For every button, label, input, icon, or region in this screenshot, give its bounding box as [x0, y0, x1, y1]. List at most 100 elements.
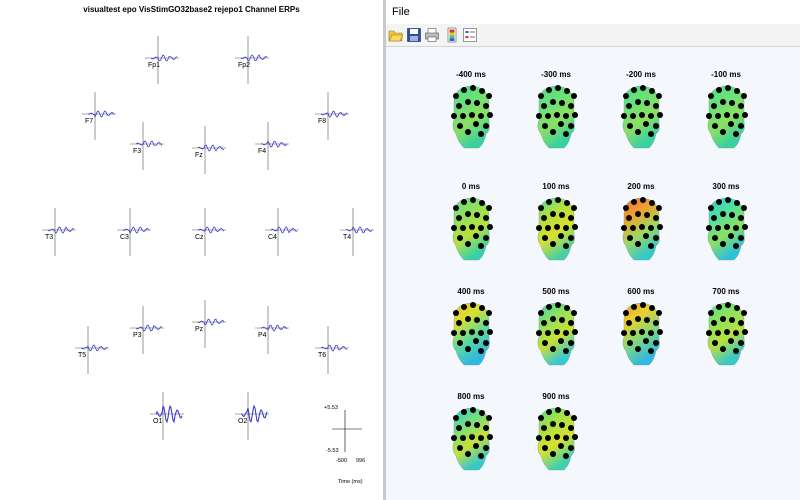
electrode-marker	[558, 121, 564, 127]
electrode-marker	[465, 421, 471, 427]
electrode-marker	[656, 310, 662, 316]
channel-plot-fz[interactable]: Fz	[190, 126, 240, 174]
electrode-marker	[470, 85, 476, 91]
electrode-marker	[542, 340, 548, 346]
channel-plot-p4[interactable]: P4	[253, 306, 303, 354]
erp-trace	[260, 140, 288, 148]
electrode-marker	[626, 215, 632, 221]
erp-trace	[197, 144, 225, 152]
channel-plot-f3[interactable]: F3	[128, 122, 178, 170]
topomap-item[interactable]: -300 ms	[526, 70, 586, 162]
electrode-marker	[457, 340, 463, 346]
channel-plot-fp2[interactable]: Fp2	[233, 36, 283, 84]
channel-label: T6	[318, 352, 327, 359]
topomap-item[interactable]: -100 ms	[696, 70, 756, 162]
electrode-marker	[626, 103, 632, 109]
electrode-marker	[572, 112, 578, 118]
topomap-item[interactable]: 600 ms	[611, 287, 671, 379]
channel-plot-c3[interactable]: C3	[115, 208, 165, 256]
electrode-marker	[461, 87, 467, 93]
channel-plot-o1[interactable]: O1	[148, 392, 198, 440]
electrode-marker	[460, 225, 466, 231]
channel-plot-p3[interactable]: P3	[128, 306, 178, 354]
electrode-marker	[453, 93, 459, 99]
channel-plot-t4[interactable]: T4	[338, 208, 388, 256]
channel-plot-cz[interactable]: Cz	[190, 208, 240, 256]
electrode-marker	[550, 346, 556, 352]
electrode-marker	[715, 330, 721, 336]
channel-plot-f4[interactable]: F4	[253, 122, 303, 170]
channel-label: T5	[78, 352, 87, 359]
channel-label: Fp2	[238, 62, 251, 69]
topomap-latency-label: 700 ms	[712, 287, 740, 296]
topomap-item[interactable]: 400 ms	[441, 287, 501, 379]
topomap-item[interactable]: 800 ms	[441, 392, 501, 484]
electrode-marker	[474, 317, 480, 323]
electrode-marker	[559, 212, 565, 218]
electrode-marker	[555, 302, 561, 308]
electrode-marker	[470, 197, 476, 203]
electrode-marker	[538, 415, 544, 421]
channel-plot-t6[interactable]: T6	[313, 326, 363, 374]
legend-icon[interactable]	[462, 27, 478, 43]
save-icon[interactable]	[406, 27, 422, 43]
electrode-marker	[733, 348, 739, 354]
scale-xmax: 996	[356, 458, 366, 464]
electrode-marker	[456, 103, 462, 109]
electrode-marker	[487, 434, 493, 440]
print-icon[interactable]	[424, 27, 440, 43]
channel-plot-c4[interactable]: C4	[263, 208, 313, 256]
electrode-marker	[631, 87, 637, 93]
channel-plot-f7[interactable]: F7	[80, 92, 130, 140]
electrode-marker	[649, 200, 655, 206]
electrode-marker	[559, 100, 565, 106]
topomap-item[interactable]: 500 ms	[526, 287, 586, 379]
electrode-marker	[483, 340, 489, 346]
electrode-marker	[635, 99, 641, 105]
electrode-marker	[555, 85, 561, 91]
electrode-marker	[734, 305, 740, 311]
head-map-svg	[451, 197, 493, 261]
topomap-item[interactable]: 100 ms	[526, 182, 586, 274]
electrode-marker	[725, 302, 731, 308]
electrode-marker	[541, 425, 547, 431]
topomap-item[interactable]: 0 ms	[441, 182, 501, 274]
topomap-item[interactable]: 300 ms	[696, 182, 756, 274]
topomap-item[interactable]: 200 ms	[611, 182, 671, 274]
erp-trace	[80, 344, 108, 352]
erp-trace	[197, 226, 225, 234]
electrode-marker	[568, 103, 574, 109]
channel-plot-t3[interactable]: T3	[40, 208, 90, 256]
channel-label: T4	[343, 234, 352, 241]
channel-plot-pz[interactable]: Pz	[190, 300, 240, 348]
erp-trace	[320, 344, 348, 352]
electrode-marker	[653, 103, 659, 109]
channel-plot-fp1[interactable]: Fp1	[143, 36, 193, 84]
topomap-item[interactable]: -200 ms	[611, 70, 671, 162]
electrode-marker	[465, 346, 471, 352]
electrode-marker	[572, 434, 578, 440]
channel-plot-o2[interactable]: O2	[233, 392, 283, 440]
electrode-marker	[627, 235, 633, 241]
topomap-item[interactable]: -400 ms	[441, 70, 501, 162]
channel-plot-t5[interactable]: T5	[73, 326, 123, 374]
open-icon[interactable]	[388, 27, 404, 43]
channel-label: F3	[133, 148, 142, 155]
electrode-marker	[706, 330, 712, 336]
electrode-marker	[657, 224, 663, 230]
channel-label: C3	[120, 234, 129, 241]
colorbar-icon[interactable]	[444, 27, 460, 43]
electrode-marker	[451, 330, 457, 336]
electrode-marker	[479, 200, 485, 206]
electrode-marker	[451, 225, 457, 231]
topomap-item[interactable]: 900 ms	[526, 392, 586, 484]
menu-file[interactable]: File	[392, 6, 410, 18]
topomap-item[interactable]: 700 ms	[696, 287, 756, 379]
electrode-marker	[487, 112, 493, 118]
erp-trace	[47, 226, 75, 234]
menu-bar: File	[386, 0, 800, 24]
channel-plot-f8[interactable]: F8	[313, 92, 363, 140]
electrode-marker	[734, 200, 740, 206]
channel-label: C4	[268, 234, 277, 241]
electrode-marker	[558, 338, 564, 344]
